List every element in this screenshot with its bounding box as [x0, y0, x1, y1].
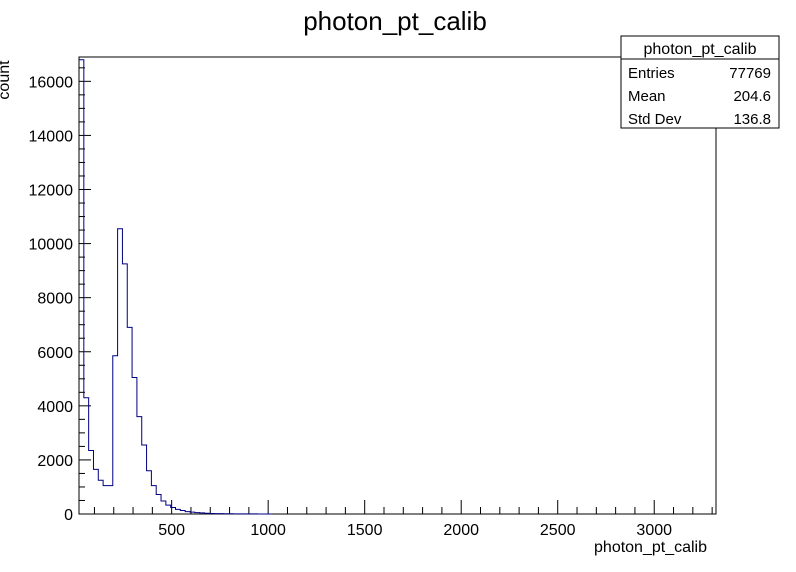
x-axis-label: photon_pt_calib	[594, 539, 707, 556]
x-tick-label: 2500	[540, 522, 576, 539]
stats-value-entries: 77769	[729, 65, 771, 82]
x-tick-label: 3000	[636, 522, 672, 539]
y-axis-label: count	[0, 60, 13, 100]
stats-title: photon_pt_calib	[644, 41, 757, 58]
x-tick-label: 2000	[443, 522, 479, 539]
x-axis: 500 1000 1500 2000 2500 3000	[93, 500, 713, 539]
stats-label-mean: Mean	[628, 88, 666, 105]
stats-label-stddev: Std Dev	[628, 111, 682, 128]
histogram-line	[79, 59, 273, 515]
x-tick-label: 500	[158, 522, 185, 539]
y-tick-label: 8000	[37, 291, 73, 308]
y-tick-label: 10000	[29, 237, 74, 254]
y-tick-label: 6000	[37, 345, 73, 362]
plot-frame	[78, 56, 717, 515]
stats-label-entries: Entries	[628, 65, 675, 82]
y-tick-label: 14000	[29, 128, 74, 145]
x-tick-label: 1000	[250, 522, 286, 539]
y-tick-label: 16000	[29, 74, 74, 91]
y-axis: 0 2000 4000 6000 8000 10000 12000 14000 16000	[29, 67, 91, 524]
stats-value-mean: 204.6	[733, 88, 771, 105]
y-tick-label: 12000	[29, 183, 74, 200]
y-tick-label: 4000	[37, 399, 73, 416]
stats-value-stddev: 136.8	[733, 111, 771, 128]
stats-box: photon_pt_calib Entries 77769 Mean 204.6…	[620, 35, 780, 129]
y-tick-label: 2000	[37, 453, 73, 470]
chart-title: photon_pt_calib	[303, 6, 487, 36]
x-tick-label: 1500	[347, 522, 383, 539]
y-tick-label: 0	[64, 507, 73, 524]
